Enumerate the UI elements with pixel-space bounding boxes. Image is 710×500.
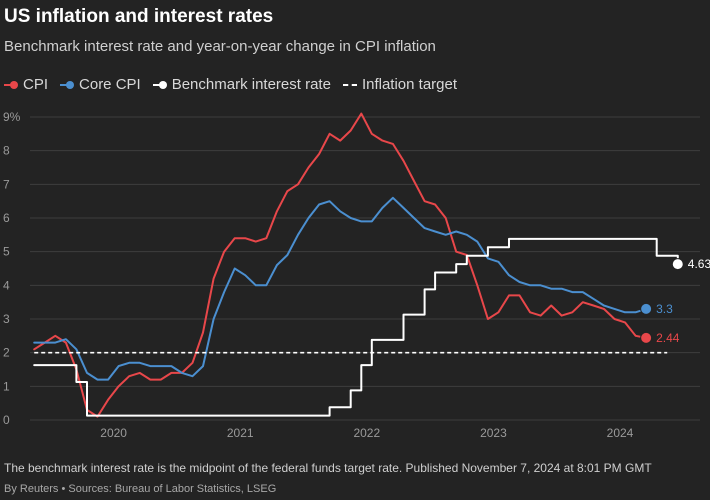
- legend-swatch-inflation-target: [342, 83, 357, 86]
- legend-label-cpi: CPI: [23, 76, 49, 93]
- legend-label-benchmark: Benchmark interest rate: [171, 76, 331, 93]
- cpi-end-label: 2.44: [656, 331, 680, 345]
- y-tick-label: 3: [3, 312, 10, 326]
- x-axis-ticks: 2020 2021 2022 2023 2024: [100, 426, 633, 440]
- y-tick-label: 4: [3, 278, 10, 292]
- legend-item-core-cpi: Core CPI: [60, 76, 141, 93]
- legend-swatch-core-cpi: [60, 80, 75, 90]
- y-tick-label: 0: [3, 413, 10, 427]
- chart-title: US inflation and interest rates: [4, 6, 274, 27]
- legend-item-benchmark: Benchmark interest rate: [152, 76, 331, 93]
- y-tick-label: 8: [3, 144, 10, 158]
- x-tick-label: 2023: [480, 426, 507, 440]
- x-tick-label: 2024: [607, 426, 634, 440]
- core-cpi-end-marker: [640, 302, 653, 315]
- benchmark-rate-line: [33, 237, 679, 417]
- y-tick-label: 5: [3, 245, 10, 259]
- legend-swatch-benchmark: [152, 80, 167, 90]
- chart-end-markers: 2.44 3.3 4.63: [640, 257, 710, 345]
- legend-label-inflation-target: Inflation target: [361, 76, 458, 93]
- chart-gridlines: [30, 116, 700, 421]
- benchmark-rate-end-marker: [671, 258, 684, 271]
- x-tick-label: 2022: [353, 426, 380, 440]
- chart-footnote: The benchmark interest rate is the midpo…: [4, 461, 652, 475]
- y-tick-label: 9%: [3, 110, 21, 124]
- legend-swatch-cpi: [4, 80, 18, 90]
- chart-subtitle: Benchmark interest rate and year-on-year…: [4, 38, 436, 55]
- benchmark-rate-end-label: 4.63: [688, 257, 710, 271]
- y-axis-ticks: 0 1 2 3 4 5 6 7 8 9%: [3, 110, 21, 427]
- chart-source: By Reuters • Sources: Bureau of Labor St…: [4, 483, 277, 495]
- y-tick-label: 2: [3, 346, 10, 360]
- core-cpi-line: [33, 196, 648, 381]
- y-tick-label: 1: [3, 379, 10, 393]
- x-tick-label: 2020: [100, 426, 127, 440]
- chart-series: [33, 112, 679, 418]
- cpi-end-marker: [640, 331, 653, 344]
- cpi-line: [33, 112, 648, 418]
- y-tick-label: 7: [3, 177, 10, 191]
- legend-item-inflation-target: Inflation target: [342, 76, 458, 93]
- chart-legend: CPI Core CPI Benchmark interest rate Inf…: [4, 76, 457, 93]
- legend-label-core-cpi: Core CPI: [79, 76, 141, 93]
- core-cpi-end-label: 3.3: [656, 302, 673, 316]
- x-tick-label: 2021: [227, 426, 254, 440]
- legend-item-cpi: CPI: [4, 76, 48, 93]
- line-chart: 0 1 2 3 4 5 6 7 8 9% 2020 2021 2022 2023 2024 2.44 3.3…: [3, 110, 710, 440]
- y-tick-label: 6: [3, 211, 10, 225]
